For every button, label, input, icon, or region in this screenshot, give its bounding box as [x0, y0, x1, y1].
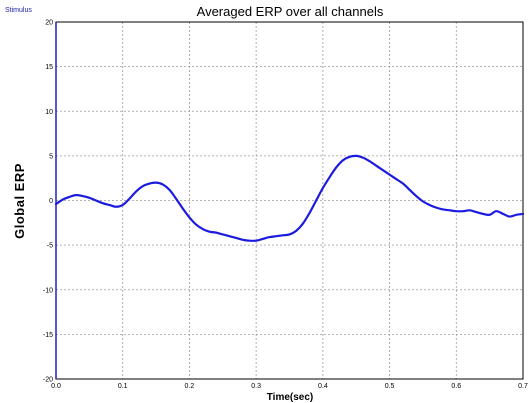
y-tick-label: 0	[49, 198, 53, 205]
y-tick-label: -10	[43, 287, 53, 294]
x-tick-label: 0.3	[251, 383, 261, 390]
y-tick-label: 10	[45, 109, 53, 116]
x-tick-label: 0.6	[451, 383, 461, 390]
y-tick-label: -20	[43, 377, 53, 384]
chart-title: Averaged ERP over all channels	[197, 4, 384, 19]
y-tick-label: 20	[45, 20, 53, 27]
x-tick-label: 0.2	[185, 383, 195, 390]
x-tick-label: 0.4	[318, 383, 328, 390]
y-tick-label: 5	[49, 153, 53, 160]
x-tick-label: 0.7	[518, 383, 528, 390]
y-axis-label: Global ERP	[12, 163, 27, 239]
x-tick-label: 0.0	[51, 383, 61, 390]
y-tick-label: -5	[47, 243, 53, 250]
x-tick-labels: 0.0 0.1 0.2 0.3 0.4 0.5 0.6 0.7	[51, 383, 528, 390]
y-tick-label: 15	[45, 64, 53, 71]
stimulus-marker-label: Stimulus	[5, 7, 32, 14]
x-tick-label: 0.5	[385, 383, 395, 390]
grid-lines	[56, 22, 523, 379]
series-line-global-erp	[54, 154, 525, 242]
y-tick-label: -15	[43, 332, 53, 339]
y-tick-labels: 20 15 10 5 0 -5 -10 -15 -20	[43, 20, 53, 384]
x-tick-label: 0.1	[118, 383, 128, 390]
x-axis-label: Time(sec)	[267, 392, 314, 403]
